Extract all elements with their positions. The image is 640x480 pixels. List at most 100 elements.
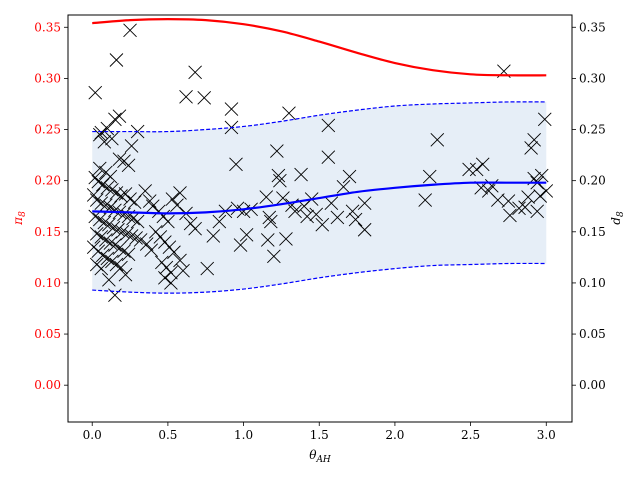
data-point: [430, 132, 445, 147]
data-point: [188, 221, 202, 236]
data-point: [114, 189, 128, 203]
x-tick-label: 1.5: [310, 428, 329, 442]
left-axis-ticks: 0.00 0.05 0.10 0.15 0.20 0.25 0.30 0.35: [34, 20, 68, 392]
data-point: [224, 102, 239, 116]
data-point: [94, 196, 109, 210]
data-point: [309, 207, 324, 222]
data-point: [259, 190, 274, 204]
data-point: [112, 241, 127, 255]
data-point: [103, 236, 118, 250]
plot-frame: [67, 14, 573, 423]
data-point: [161, 214, 175, 229]
data-point: [100, 251, 115, 266]
data-point: [197, 91, 212, 105]
data-point: [100, 121, 115, 136]
data-point: [102, 273, 116, 287]
data-point: [282, 106, 296, 120]
data-point: [491, 193, 505, 207]
data-point: [99, 198, 113, 213]
left-y-tick-label: 0.35: [34, 20, 61, 34]
x-tick-label: 0.5: [158, 428, 177, 442]
data-point: [99, 233, 113, 247]
data-point: [348, 212, 363, 227]
left-y-tick-label: 0.10: [34, 276, 61, 290]
data-point: [94, 125, 109, 140]
data-point: [273, 173, 287, 188]
data-point: [537, 112, 552, 127]
x-axis-label: θAH: [309, 448, 331, 465]
data-point: [109, 53, 124, 67]
data-point: [112, 152, 127, 167]
data-point: [139, 237, 154, 251]
data-point: [94, 230, 109, 244]
data-point: [260, 233, 275, 247]
data-point: [267, 249, 281, 264]
data-point: [469, 162, 484, 177]
data-point: [512, 201, 526, 216]
data-point: [521, 190, 535, 204]
data-point: [106, 220, 121, 235]
data-point: [164, 276, 178, 290]
data-point: [418, 193, 433, 207]
data-point: [534, 168, 549, 183]
data-point: [176, 263, 190, 278]
data-point: [102, 217, 116, 232]
data-point: [270, 144, 284, 158]
right-y-tick-label: 0.05: [579, 327, 606, 341]
data-point: [484, 178, 499, 193]
right-y-tick-label: 0.25: [579, 123, 606, 137]
data-point: [95, 248, 110, 263]
data-point: [321, 150, 336, 164]
data-point: [539, 184, 554, 198]
data-point: [527, 132, 541, 147]
data-point: [112, 109, 127, 124]
data-point: [92, 161, 107, 176]
x-tick-label: 3.0: [537, 428, 556, 442]
right-y-tick-label: 0.30: [579, 71, 606, 85]
data-point: [342, 169, 357, 184]
data-point: [89, 193, 104, 207]
data-point: [127, 195, 142, 209]
data-point: [105, 131, 119, 146]
data-point: [288, 204, 302, 219]
data-point: [173, 253, 187, 268]
data-point: [130, 214, 145, 229]
data-point: [109, 257, 124, 272]
right-y-tick-label: 0.15: [579, 225, 606, 239]
data-point: [105, 183, 119, 197]
data-point: [524, 141, 538, 155]
x-tick-label: 1.0: [234, 428, 253, 442]
data-point: [117, 207, 131, 222]
data-point: [533, 189, 548, 203]
data-point: [462, 162, 476, 177]
data-point: [503, 208, 517, 223]
data-point: [105, 254, 119, 269]
data-point: [170, 198, 184, 213]
data-point: [121, 247, 136, 262]
data-point: [239, 228, 254, 242]
right-axis-label: d8: [609, 211, 626, 225]
data-point: [357, 196, 372, 210]
upper-bound-line: [92, 101, 547, 133]
data-point: [144, 243, 159, 258]
right-y-tick-label: 0.35: [579, 20, 606, 34]
data-point: [236, 204, 251, 219]
data-point: [530, 204, 545, 219]
data-point: [111, 222, 125, 237]
data-point: [475, 157, 490, 172]
data-point: [518, 200, 532, 215]
right-y-tick-label: 0.20: [579, 174, 606, 188]
data-point: [92, 212, 107, 227]
data-point: [206, 229, 221, 243]
data-point: [158, 270, 172, 285]
x-axis-ticks: 0.0 0.5 1.0 1.5 2.0 2.5 3.0: [83, 422, 556, 442]
lower-bound-line: [92, 262, 547, 294]
mean-line: [92, 181, 547, 215]
data-point: [422, 169, 437, 184]
data-point: [315, 217, 330, 232]
data-point: [279, 232, 293, 246]
data-point: [108, 112, 122, 127]
data-point: [294, 167, 308, 182]
data-point: [138, 184, 153, 198]
data-point: [229, 157, 243, 172]
